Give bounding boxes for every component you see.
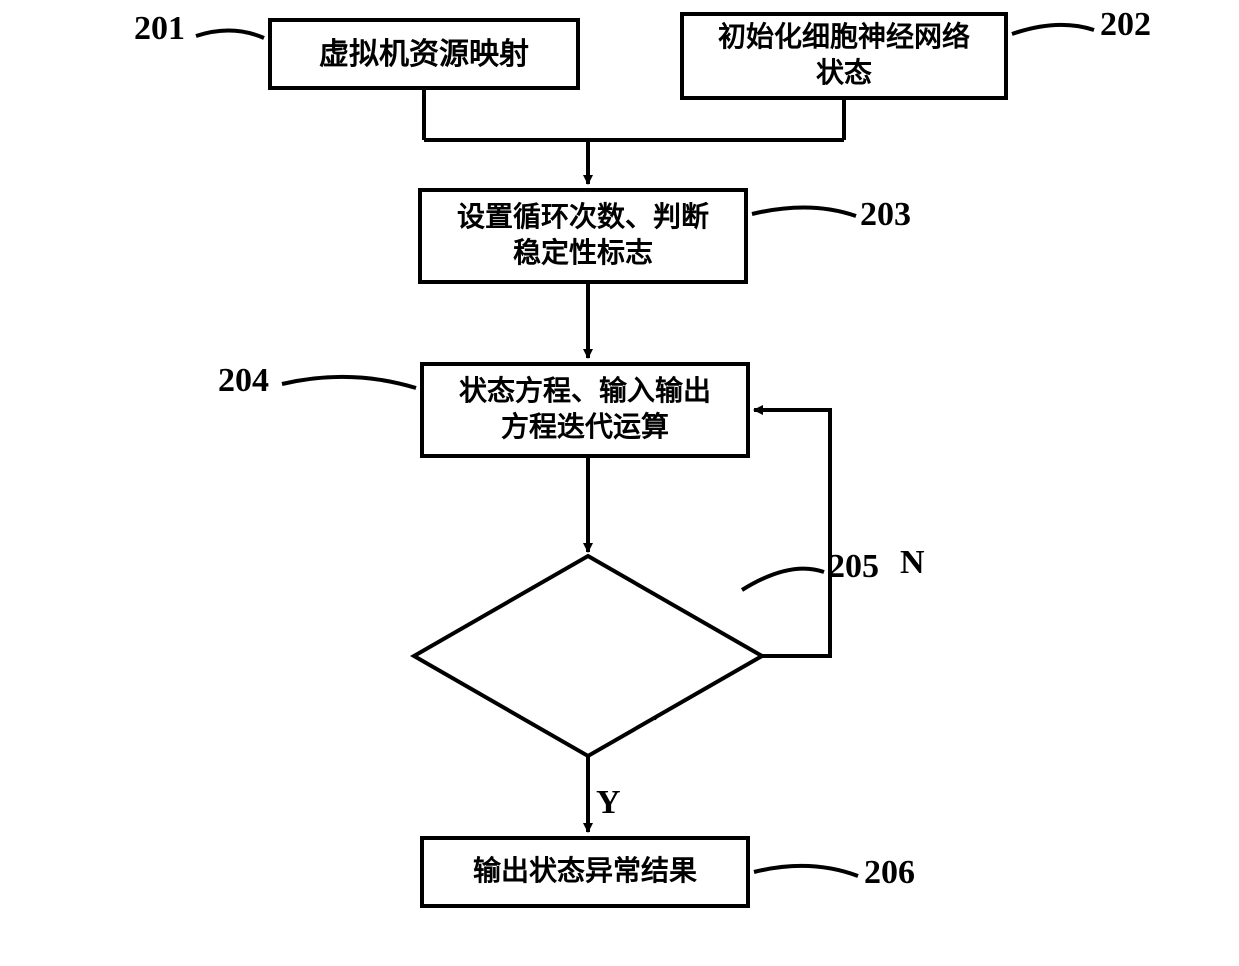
box-201: 虚拟机资源映射 bbox=[268, 18, 580, 90]
label-201: 201 bbox=[134, 10, 185, 48]
leader-206 bbox=[754, 866, 858, 876]
box-204-text: 状态方程、输入输出 方程迭代运算 bbox=[459, 374, 711, 447]
box-202-text: 初始化细胞神经网络 状态 bbox=[718, 20, 970, 93]
label-206: 206 bbox=[864, 854, 915, 892]
leader-201 bbox=[196, 30, 264, 38]
box-204: 状态方程、输入输出 方程迭代运算 bbox=[420, 362, 750, 458]
label-202: 202 bbox=[1100, 6, 1151, 44]
box-206: 输出状态异常结果 bbox=[420, 836, 750, 908]
box-203-text: 设置循环次数、判断 稳定性标志 bbox=[457, 200, 709, 273]
leader-203 bbox=[752, 207, 856, 216]
leader-205 bbox=[742, 569, 824, 590]
label-N: N bbox=[900, 544, 925, 582]
box-202: 初始化细胞神经网络 状态 bbox=[680, 12, 1008, 100]
edge-205-N bbox=[754, 410, 830, 656]
diamond-205-text: 判断网络是 否完全收敛 bbox=[488, 618, 688, 727]
box-203: 设置循环次数、判断 稳定性标志 bbox=[418, 188, 748, 284]
label-204: 204 bbox=[218, 362, 269, 400]
box-206-text: 输出状态异常结果 bbox=[473, 854, 697, 890]
label-203: 203 bbox=[860, 196, 911, 234]
label-205: 205 bbox=[828, 548, 879, 586]
leader-202 bbox=[1012, 25, 1094, 34]
box-201-text: 虚拟机资源映射 bbox=[319, 35, 529, 74]
label-Y: Y bbox=[596, 784, 621, 822]
leader-204 bbox=[282, 377, 416, 388]
